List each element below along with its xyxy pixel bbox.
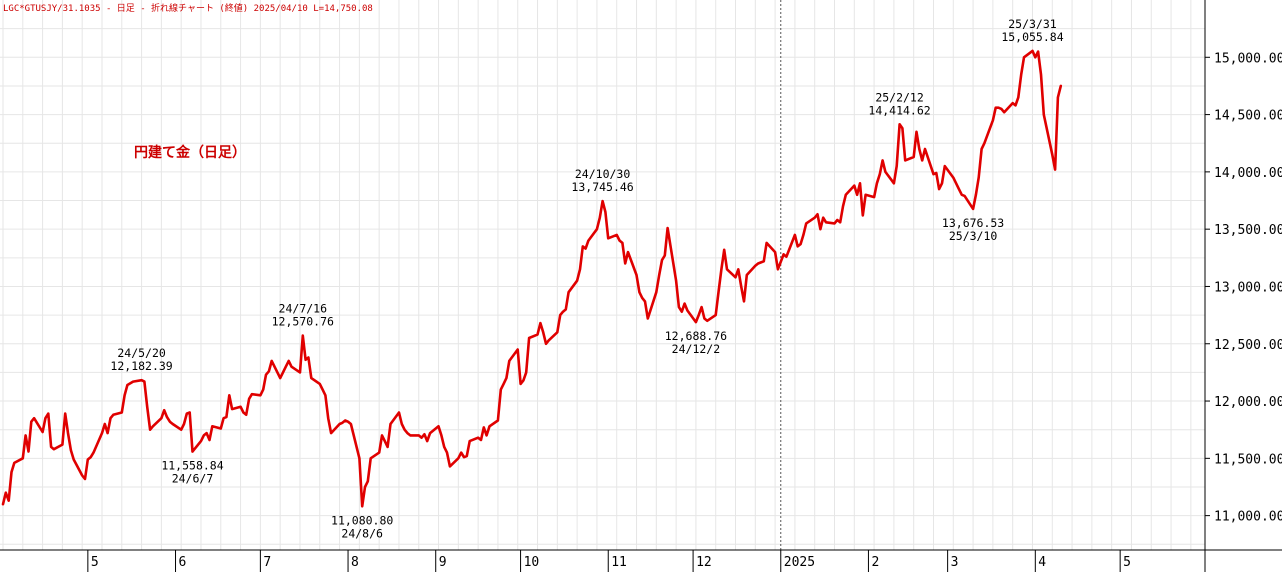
x-tick-label: 10 (524, 555, 540, 570)
x-tick-label: 9 (439, 555, 447, 570)
x-tick-label: 2025 (784, 555, 815, 570)
annotation-label: 25/3/10 (949, 229, 998, 243)
annotation-label: 12,570.76 (272, 315, 334, 329)
y-tick-label: 15,000.00 (1214, 51, 1282, 66)
annotation-label: 24/5/20 (117, 346, 166, 360)
annotation-label: 12,182.39 (110, 359, 172, 373)
x-tick-label: 5 (91, 555, 99, 570)
annotation-label: 13,676.53 (942, 216, 1004, 230)
y-tick-label: 14,500.00 (1214, 109, 1282, 124)
annotation-label: 24/7/16 (279, 302, 328, 316)
header-info: LGC*GTUSJY/31.1035 - 日足 - 折れ線チャート (終値) 2… (3, 2, 373, 14)
x-tick-label: 2 (871, 555, 879, 570)
annotation-label: 12,688.76 (665, 329, 727, 343)
y-tick-label: 11,000.00 (1214, 510, 1282, 525)
y-tick-label: 11,500.00 (1214, 452, 1282, 467)
annotation-label: 14,414.62 (868, 103, 930, 117)
annotation-label: 24/10/30 (575, 167, 630, 181)
annotation-label: 25/3/31 (1008, 17, 1057, 31)
y-tick-label: 12,000.00 (1214, 395, 1282, 410)
x-tick-label: 11 (611, 555, 627, 570)
x-tick-label: 5 (1123, 555, 1131, 570)
annotation-label: 24/8/6 (341, 526, 383, 540)
y-tick-label: 13,500.00 (1214, 223, 1282, 238)
grid-lines (0, 0, 1205, 550)
x-tick-label: 7 (263, 555, 271, 570)
annotation-label: 11,080.80 (331, 513, 393, 527)
x-tick-label: 6 (179, 555, 187, 570)
annotation-label: 15,055.84 (1001, 30, 1063, 44)
annotation-label: 24/6/7 (172, 472, 214, 486)
annotation-label: 25/2/12 (875, 90, 923, 104)
x-tick-label: 12 (696, 555, 712, 570)
annotation-label: 11,558.84 (161, 459, 223, 473)
y-tick-label: 14,000.00 (1214, 166, 1282, 181)
annotation-label: 13,745.46 (571, 180, 633, 194)
series-group (1, 49, 1063, 508)
x-tick-label: 8 (351, 555, 359, 570)
y-tick-label: 13,000.00 (1214, 280, 1282, 295)
annotation-label: 24/12/2 (672, 342, 720, 356)
series-line (1, 49, 1063, 508)
chart-title: 円建て金（日足） (134, 144, 246, 161)
x-tick-label: 4 (1038, 555, 1046, 570)
x-tick-label: 3 (951, 555, 959, 570)
y-tick-label: 12,500.00 (1214, 338, 1282, 353)
annotations: 24/5/2012,182.3911,558.8424/6/724/7/1612… (110, 17, 1063, 540)
